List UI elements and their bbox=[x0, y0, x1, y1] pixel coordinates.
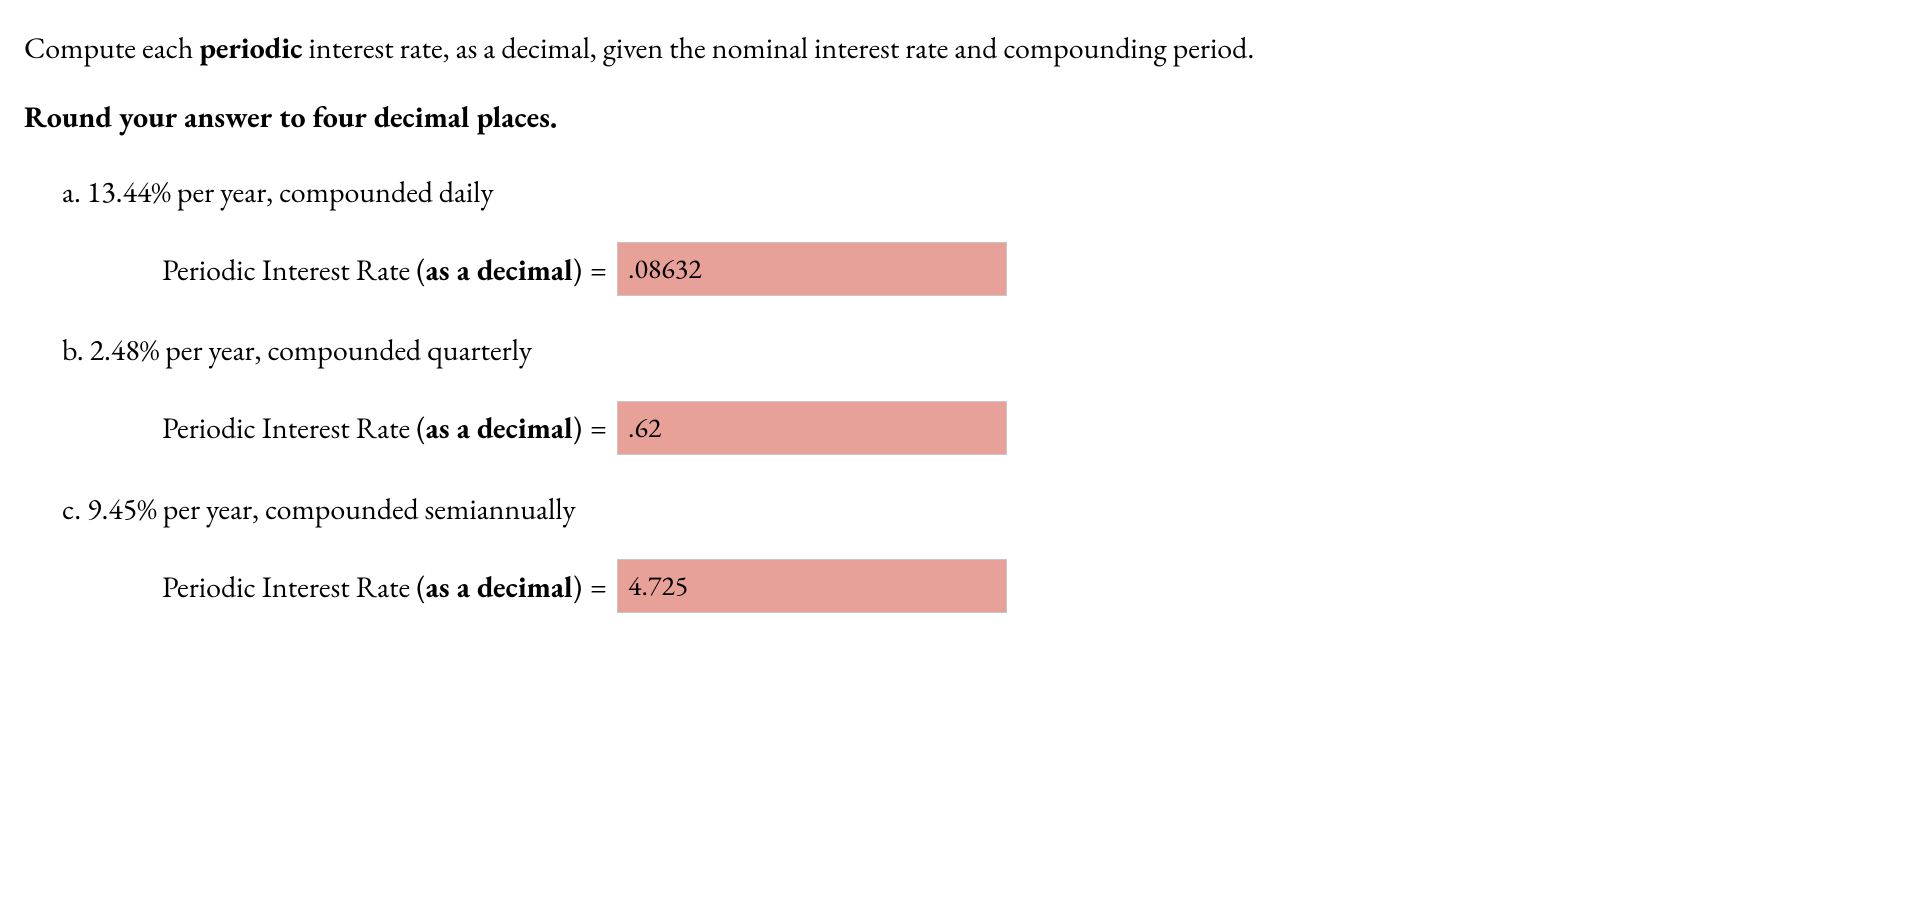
label-suffix: ) bbox=[573, 567, 582, 606]
part-a-prompt: a. 13.44% per year, compounded daily bbox=[62, 172, 1888, 213]
part-c-answer-row: Periodic Interest Rate (as a decimal) = … bbox=[162, 559, 1888, 613]
answer-label: Periodic Interest Rate (as a decimal) bbox=[162, 567, 582, 606]
part-b-prompt: b. 2.48% per year, compounded quarterly bbox=[62, 330, 1888, 371]
part-c-answer-input[interactable]: 4.725 bbox=[617, 559, 1007, 613]
answer-label: Periodic Interest Rate (as a decimal) bbox=[162, 408, 582, 447]
label-bold: as a decimal bbox=[426, 408, 573, 447]
label-suffix: ) bbox=[573, 408, 582, 447]
part-c-prompt: c. 9.45% per year, compounded semiannual… bbox=[62, 489, 1888, 530]
label-suffix: ) bbox=[573, 250, 582, 289]
part-b: b. 2.48% per year, compounded quarterly … bbox=[62, 330, 1888, 455]
equals-sign: = bbox=[590, 567, 607, 606]
label-bold: as a decimal bbox=[426, 250, 573, 289]
part-c: c. 9.45% per year, compounded semiannual… bbox=[62, 489, 1888, 614]
part-a-answer-value: .08632 bbox=[628, 251, 702, 287]
question-page: Compute each periodic interest rate, as … bbox=[0, 0, 1912, 675]
part-b-answer-input[interactable]: .62 bbox=[617, 401, 1007, 455]
part-a: a. 13.44% per year, compounded daily Per… bbox=[62, 172, 1888, 297]
part-b-answer-value: .62 bbox=[628, 410, 661, 446]
part-b-answer-row: Periodic Interest Rate (as a decimal) = … bbox=[162, 401, 1888, 455]
intro-suffix: interest rate, as a decimal, given the n… bbox=[303, 28, 1255, 67]
equals-sign: = bbox=[590, 250, 607, 289]
intro-prefix: Compute each bbox=[24, 28, 199, 67]
label-prefix: Periodic Interest Rate ( bbox=[162, 567, 426, 606]
label-prefix: Periodic Interest Rate ( bbox=[162, 250, 426, 289]
label-prefix: Periodic Interest Rate ( bbox=[162, 408, 426, 447]
answer-label: Periodic Interest Rate (as a decimal) bbox=[162, 250, 582, 289]
part-a-answer-input[interactable]: .08632 bbox=[617, 242, 1007, 296]
label-bold: as a decimal bbox=[426, 567, 573, 606]
part-a-answer-row: Periodic Interest Rate (as a decimal) = … bbox=[162, 242, 1888, 296]
equals-sign: = bbox=[590, 408, 607, 447]
intro-bold: periodic bbox=[199, 28, 302, 67]
part-c-answer-value: 4.725 bbox=[628, 568, 688, 604]
question-intro: Compute each periodic interest rate, as … bbox=[24, 28, 1888, 69]
rounding-instruction: Round your answer to four decimal places… bbox=[24, 97, 1888, 136]
